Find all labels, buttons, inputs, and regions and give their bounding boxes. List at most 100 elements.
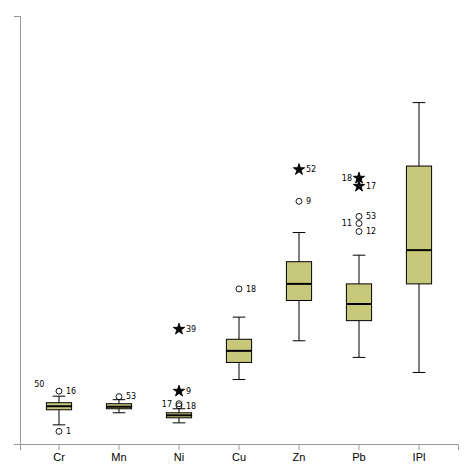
chart: Cr Mn Ni Cu Zn Pb IPl 1 16 50 53 18 17 9 39 18 9 52 12 11 53… bbox=[0, 0, 474, 474]
whisker bbox=[419, 284, 420, 373]
box-group bbox=[346, 172, 371, 357]
outlier-label: 39 bbox=[186, 325, 196, 334]
whisker bbox=[119, 400, 120, 404]
box-group bbox=[406, 103, 431, 373]
y-axis bbox=[14, 17, 21, 445]
x-tick-label: Mn bbox=[111, 451, 126, 463]
whisker bbox=[419, 103, 420, 166]
x-tick-mark bbox=[59, 444, 60, 450]
box bbox=[346, 284, 371, 321]
annotation: 50 bbox=[34, 380, 44, 389]
outlier-circle bbox=[236, 286, 242, 292]
outlier-circle bbox=[296, 198, 302, 204]
x-axis: Cr Mn Ni Cu Zn Pb IPl bbox=[21, 444, 459, 463]
outlier-label: 1 bbox=[66, 427, 71, 436]
x-tick-mark bbox=[179, 444, 180, 450]
x-tick: Mn bbox=[111, 444, 126, 463]
x-tick: IPl bbox=[413, 444, 426, 463]
median bbox=[226, 350, 251, 352]
outlier-circle bbox=[56, 388, 62, 394]
outlier-circle bbox=[356, 213, 362, 219]
x-tick: Zn bbox=[293, 444, 306, 463]
outlier-label: 17 bbox=[366, 182, 376, 191]
whisker bbox=[299, 300, 300, 340]
x-tick: Cu bbox=[232, 444, 246, 463]
outlier-label: 16 bbox=[66, 387, 76, 396]
outlier-star bbox=[173, 385, 184, 396]
cap bbox=[293, 340, 306, 341]
x-tick-label: Cr bbox=[53, 451, 65, 463]
x-tick-mark bbox=[419, 444, 420, 450]
cap bbox=[233, 317, 246, 318]
outlier-label: 9 bbox=[186, 387, 191, 396]
box bbox=[106, 404, 131, 409]
outlier-label: 12 bbox=[366, 227, 376, 236]
whisker bbox=[299, 233, 300, 262]
boxes bbox=[46, 103, 431, 435]
median bbox=[346, 303, 371, 305]
outlier-star bbox=[353, 180, 364, 191]
cap bbox=[413, 102, 426, 103]
outlier-circle bbox=[56, 428, 62, 434]
outlier-label: 9 bbox=[306, 197, 311, 206]
outlier-label: 53 bbox=[366, 212, 376, 221]
box bbox=[226, 339, 251, 362]
outlier-star bbox=[353, 172, 364, 183]
cap bbox=[233, 379, 246, 380]
outlier-label: 18 bbox=[186, 402, 196, 411]
outlier-label: 17 bbox=[162, 400, 172, 409]
outlier-star bbox=[293, 164, 304, 175]
x-tick-mark bbox=[359, 444, 360, 450]
median bbox=[286, 283, 311, 285]
whisker bbox=[179, 418, 180, 423]
outlier-circle bbox=[356, 229, 362, 235]
y-axis-line bbox=[14, 17, 21, 445]
outlier-label: 18 bbox=[246, 285, 256, 294]
box-group bbox=[286, 164, 311, 341]
whisker bbox=[359, 255, 360, 284]
outlier-star bbox=[173, 323, 184, 334]
median bbox=[166, 414, 191, 416]
x-tick: Cr bbox=[53, 444, 65, 463]
cap bbox=[353, 357, 366, 358]
x-tick-mark bbox=[239, 444, 240, 450]
x-tick-mark bbox=[299, 444, 300, 450]
whisker bbox=[59, 410, 60, 425]
x-axis-line bbox=[21, 445, 459, 451]
outlier-circle bbox=[116, 394, 122, 400]
x-tick: Ni bbox=[174, 444, 184, 463]
box bbox=[286, 262, 311, 301]
box bbox=[46, 403, 71, 410]
outlier-label: 18 bbox=[342, 174, 352, 183]
cap bbox=[113, 412, 126, 413]
cap bbox=[53, 424, 66, 425]
whisker bbox=[239, 362, 240, 379]
x-tick-mark bbox=[119, 444, 120, 450]
box bbox=[166, 413, 191, 418]
whisker bbox=[239, 317, 240, 339]
x-tick-label: Cu bbox=[232, 451, 246, 463]
x-tick-label: IPl bbox=[413, 451, 426, 463]
outlier-circle bbox=[356, 220, 362, 226]
outlier-label: 52 bbox=[306, 165, 316, 174]
box-group bbox=[226, 286, 251, 380]
whisker bbox=[179, 409, 180, 413]
outlier-label: 53 bbox=[126, 392, 136, 401]
cap bbox=[293, 232, 306, 233]
x-tick: Pb bbox=[352, 444, 365, 463]
x-tick-label: Pb bbox=[352, 451, 365, 463]
median bbox=[106, 406, 131, 408]
whisker bbox=[119, 409, 120, 413]
outlier-circle bbox=[176, 401, 182, 407]
cap bbox=[413, 372, 426, 373]
outlier-label: 11 bbox=[342, 219, 352, 228]
whisker bbox=[59, 396, 60, 403]
box bbox=[406, 166, 431, 284]
x-tick-label: Zn bbox=[293, 451, 306, 463]
median bbox=[46, 405, 71, 407]
cap bbox=[173, 422, 186, 423]
median bbox=[406, 249, 431, 251]
whisker bbox=[359, 321, 360, 358]
x-tick-label: Ni bbox=[174, 451, 184, 463]
cap bbox=[53, 396, 66, 397]
